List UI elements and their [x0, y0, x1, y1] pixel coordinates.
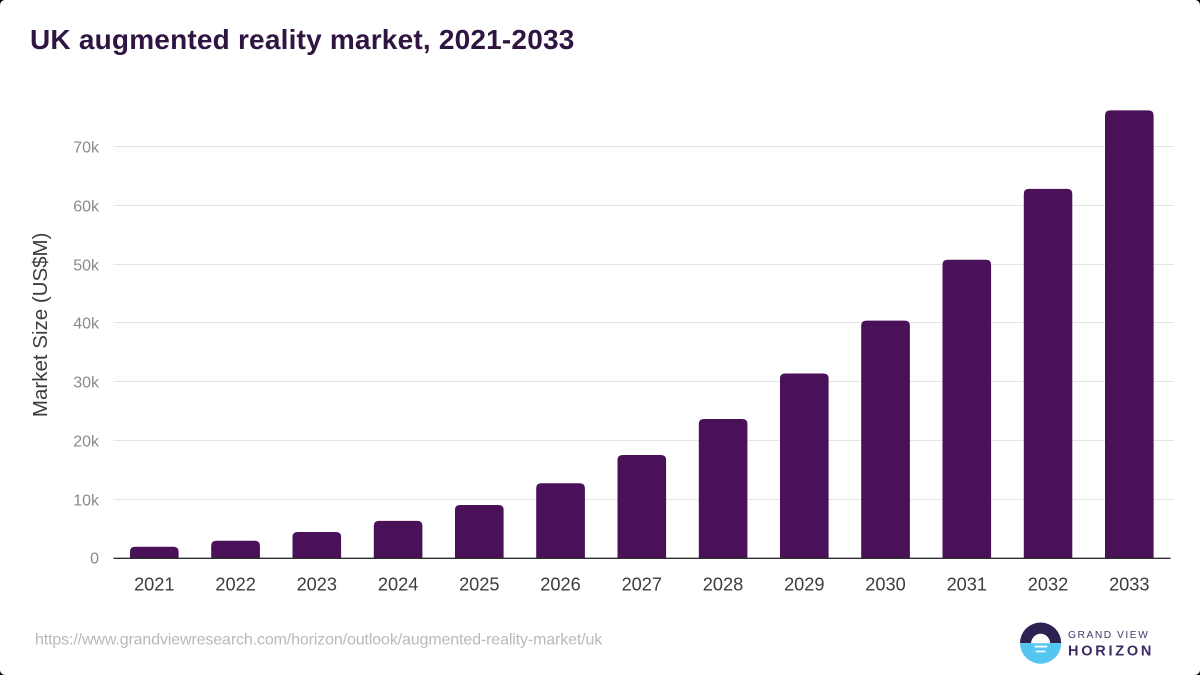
- svg-text:2031: 2031: [947, 575, 987, 595]
- svg-text:2024: 2024: [378, 575, 418, 595]
- svg-text:10k: 10k: [73, 492, 100, 509]
- svg-text:2028: 2028: [703, 575, 743, 595]
- svg-text:2027: 2027: [622, 575, 662, 595]
- svg-text:2033: 2033: [1109, 575, 1149, 595]
- svg-text:2032: 2032: [1028, 575, 1068, 595]
- svg-text:0: 0: [90, 551, 99, 568]
- svg-text:50k: 50k: [73, 257, 100, 274]
- svg-text:2023: 2023: [297, 575, 337, 595]
- svg-text:2021: 2021: [134, 575, 174, 595]
- svg-text:https://www.grandviewresearch.: https://www.grandviewresearch.com/horizo…: [35, 632, 603, 649]
- svg-text:2026: 2026: [540, 575, 580, 595]
- svg-text:2029: 2029: [784, 575, 824, 595]
- svg-text:UK augmented reality market, 2: UK augmented reality market, 2021-2033: [30, 24, 575, 55]
- svg-text:60k: 60k: [73, 198, 100, 215]
- svg-text:70k: 70k: [73, 139, 100, 156]
- svg-text:30k: 30k: [73, 374, 100, 391]
- svg-text:40k: 40k: [73, 315, 100, 332]
- svg-text:Market Size (US$M): Market Size (US$M): [29, 233, 52, 418]
- svg-text:2030: 2030: [865, 575, 905, 595]
- svg-text:20k: 20k: [73, 433, 100, 450]
- svg-text:2022: 2022: [215, 575, 255, 595]
- svg-text:2025: 2025: [459, 575, 499, 595]
- svg-text:GRAND VIEW: GRAND VIEW: [1068, 630, 1149, 641]
- svg-text:HORIZON: HORIZON: [1068, 644, 1154, 660]
